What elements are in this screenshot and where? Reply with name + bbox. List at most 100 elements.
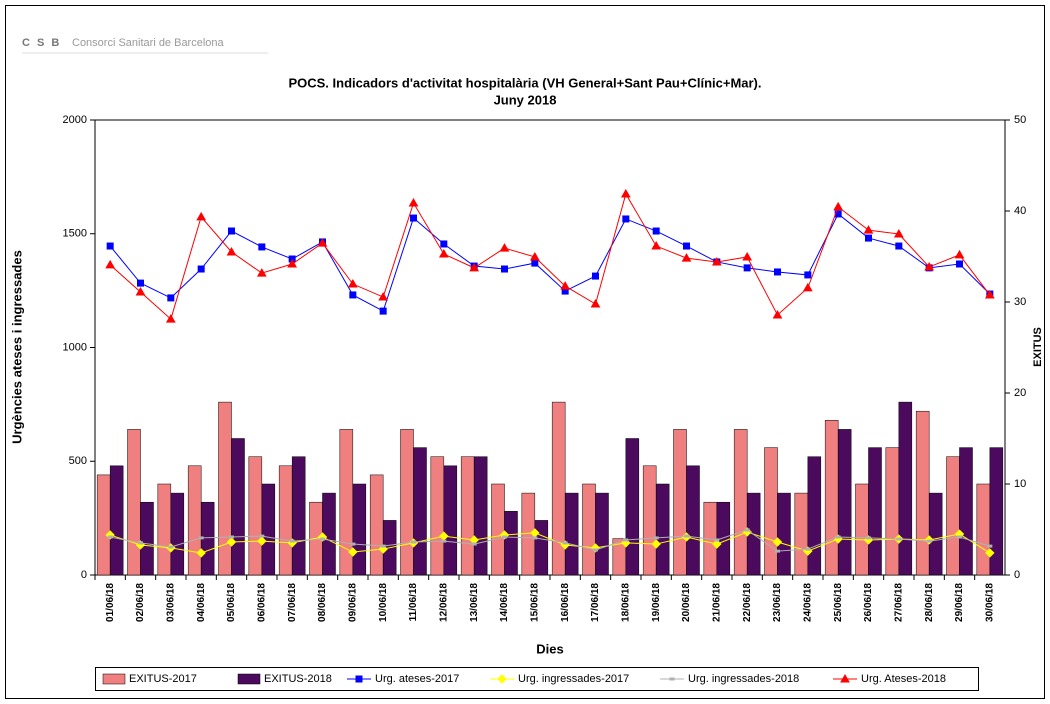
legend-box [95, 667, 979, 691]
point-marker [378, 291, 389, 301]
point-marker [893, 228, 904, 238]
bar [946, 456, 960, 576]
point-marker [379, 307, 387, 315]
bar [595, 492, 609, 576]
x-tick-label: 05/06/18 [226, 583, 237, 622]
logo-name: Consorci Sanitari de Barcelona [72, 37, 225, 49]
bar [413, 447, 427, 576]
y-tick-label: 500 [69, 455, 87, 467]
x-tick-label: 01/06/18 [105, 583, 116, 622]
point-marker [744, 528, 750, 532]
point-marker [438, 248, 449, 258]
point-marker [167, 294, 175, 302]
bar [733, 429, 748, 576]
legend-swatch [237, 673, 261, 685]
line [110, 529, 990, 552]
bar [140, 501, 154, 576]
bar [187, 465, 202, 576]
line [110, 531, 991, 554]
point-marker [590, 299, 601, 308]
point-marker [743, 264, 751, 272]
point-marker [742, 251, 753, 261]
point-marker [833, 201, 844, 211]
point-marker [289, 539, 295, 543]
point-marker [168, 545, 174, 549]
y2-axis-title: EXITUS [1032, 327, 1044, 367]
bar [400, 429, 414, 576]
point-marker [653, 536, 659, 540]
point-marker [835, 535, 841, 539]
point-marker [229, 535, 234, 539]
bar [551, 401, 566, 576]
bar [352, 483, 367, 576]
x-tick-label: 24/06/18 [802, 583, 813, 622]
point-marker [198, 536, 204, 540]
bar [794, 492, 809, 576]
point-marker [137, 279, 144, 287]
point-marker [105, 259, 116, 269]
x-tick-label: 23/06/18 [772, 583, 783, 622]
bar [807, 456, 822, 576]
legend-marker [497, 674, 507, 684]
point-marker [683, 242, 690, 250]
point-marker [651, 539, 661, 549]
point-marker [957, 535, 962, 539]
y2-tick-label: 20 [1014, 387, 1026, 399]
bar [96, 474, 111, 576]
bar [430, 456, 445, 576]
point-marker [651, 241, 662, 250]
point-marker [865, 234, 872, 242]
point-marker [652, 227, 660, 235]
point-marker [317, 238, 328, 247]
point-marker [681, 253, 692, 262]
x-tick-label: 29/06/18 [954, 583, 965, 622]
x-tick-label: 18/06/18 [620, 583, 631, 622]
frame [5, 5, 1045, 699]
bar [473, 456, 488, 576]
x-tick-label: 28/06/18 [924, 583, 935, 622]
point-marker [499, 243, 510, 252]
x-tick-label: 25/06/18 [833, 583, 844, 622]
point-marker [259, 534, 265, 538]
y2-tick-label: 50 [1014, 114, 1026, 126]
x-tick-label: 13/06/18 [469, 583, 480, 622]
bar [928, 492, 943, 576]
bar [127, 429, 141, 576]
point-marker [924, 261, 935, 271]
point-marker [228, 227, 235, 235]
point-marker [350, 542, 356, 546]
bar [218, 401, 232, 576]
x-tick-label: 17/06/18 [590, 583, 601, 622]
x-tick-label: 21/06/18 [711, 583, 722, 622]
point-marker [135, 286, 146, 296]
bar [655, 483, 670, 576]
x-tick-label: 09/06/18 [347, 583, 358, 622]
point-marker [593, 548, 598, 552]
x-tick-label: 19/06/18 [651, 583, 662, 622]
point-marker [896, 537, 902, 541]
x-tick-label: 15/06/18 [529, 583, 540, 622]
point-marker [257, 536, 267, 546]
point-marker [622, 215, 630, 223]
point-marker [775, 549, 780, 553]
x-tick-label: 06/06/18 [256, 583, 267, 622]
point-marker [408, 198, 419, 207]
legend-marker [355, 675, 363, 683]
bar [504, 511, 518, 576]
bar [777, 492, 791, 576]
point-marker [531, 259, 539, 267]
y-tick-label: 1000 [63, 341, 87, 353]
y-axis-title: Urgències ateses i ingressades [9, 250, 24, 444]
point-marker [984, 289, 995, 299]
point-marker [349, 291, 357, 299]
x-tick-label: 30/06/18 [984, 583, 995, 622]
point-marker [197, 265, 205, 273]
point-marker [258, 243, 266, 251]
point-marker [411, 540, 416, 544]
x-tick-label: 04/06/18 [196, 583, 207, 622]
y2-tick-label: 40 [1014, 205, 1026, 217]
legend-label: EXITUS-2017 [129, 673, 197, 685]
point-marker [985, 548, 995, 558]
bar [460, 456, 475, 576]
point-marker [502, 535, 507, 539]
